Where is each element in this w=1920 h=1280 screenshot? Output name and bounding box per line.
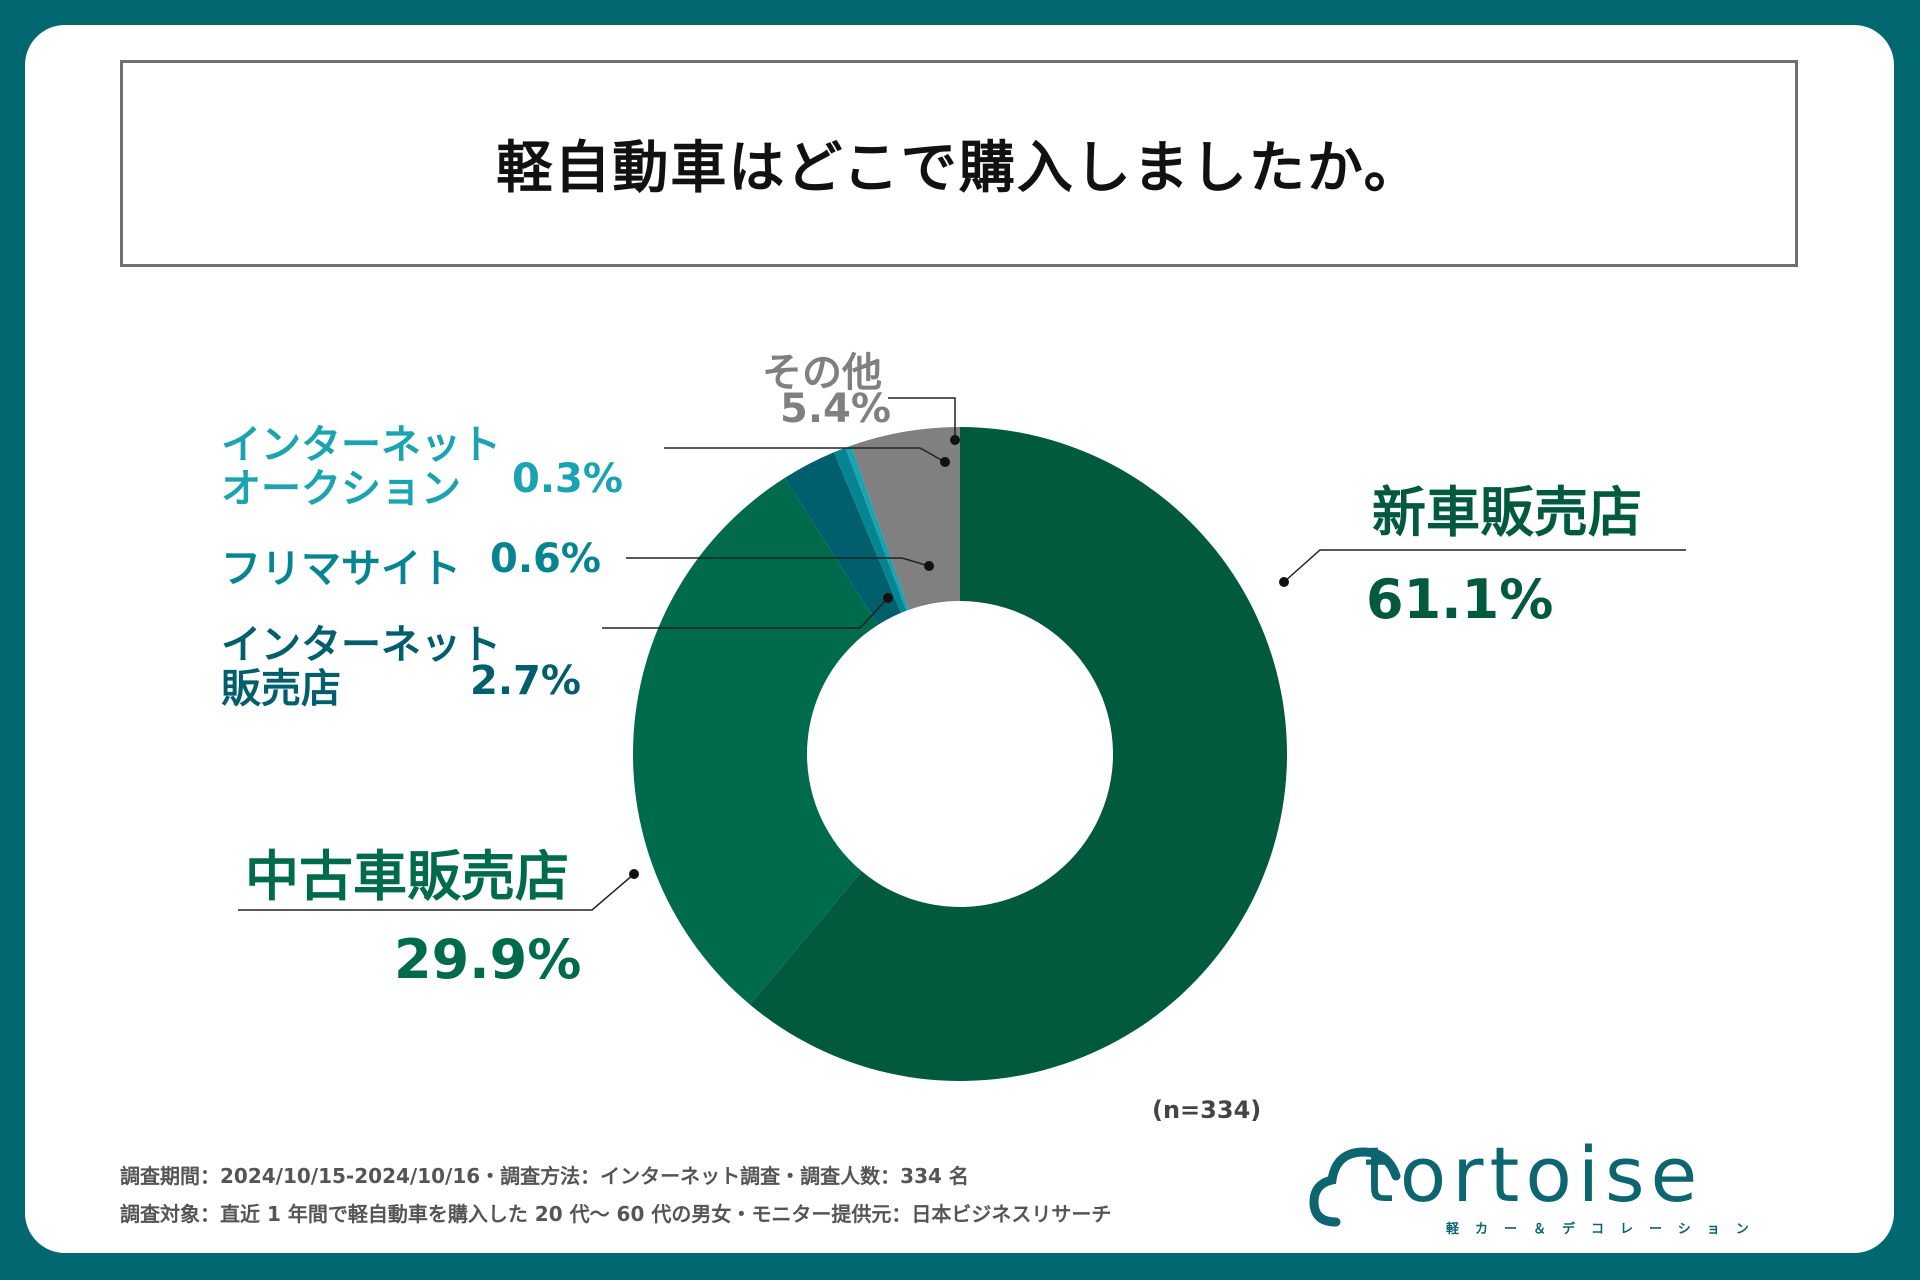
value-new-car-dealer: 61.1%: [1366, 568, 1554, 631]
slice-flea-market-site: [833, 447, 907, 613]
sample-size-note: (n=334): [1152, 1096, 1262, 1124]
tortoise-logo: tortoise 軽カー＆デコレーション: [1306, 1130, 1802, 1240]
slice-internet-auction: [845, 445, 910, 611]
leader-used: [238, 873, 635, 911]
title-box: 軽自動車はどこで購入しましたか。: [120, 60, 1798, 267]
leader-new: [1283, 549, 1686, 583]
leader-flea-dot: [924, 561, 934, 571]
leader-used-dot: [629, 869, 639, 879]
leader-internet-shop: [602, 597, 889, 629]
label-internet-auction-line1: インターネット: [221, 422, 501, 468]
slice-internet-shop: [784, 452, 902, 625]
leader-auction: [664, 447, 946, 463]
label-other: その他: [762, 350, 882, 396]
label-internet-auction-line2: オークション: [221, 466, 461, 512]
cloud-logo-icon: [1309, 1147, 1401, 1227]
leader-new-dot: [1279, 577, 1289, 587]
survey-footnote-line2: 調査対象：直近 1 年間で軽自動車を購入した 20 代～ 60 代の男女・モニタ…: [120, 1202, 1112, 1226]
slice-new-car-dealer: [749, 427, 1288, 1081]
value-internet-auction: 0.3%: [512, 456, 623, 502]
leader-other: [888, 397, 956, 440]
value-internet-shop: 2.7%: [470, 658, 581, 704]
label-new-car-dealer: 新車販売店: [1372, 481, 1642, 544]
value-other: 5.4%: [780, 386, 891, 432]
label-internet-shop-line2: 販売店: [221, 666, 341, 712]
logo-wordmark: tortoise: [1364, 1130, 1704, 1219]
donut-slices: [633, 427, 1288, 1081]
label-internet-shop-line1: インターネット: [221, 622, 501, 668]
leader-flea: [626, 557, 930, 567]
label-used-car-dealer: 中古車販売店: [245, 845, 569, 908]
leader-internet-shop-dot: [883, 593, 893, 603]
label-flea-market-site: フリマサイト: [221, 546, 461, 592]
logo-subtitle: 軽カー＆デコレーション: [1446, 1222, 1765, 1237]
leader-lines: [238, 397, 1686, 911]
leader-other-dot: [950, 435, 960, 445]
leader-auction-dot: [940, 457, 950, 467]
survey-footnote-line1: 調査期間：2024/10/15-2024/10/16・調査方法：インターネット調…: [120, 1164, 969, 1188]
page-title: 軽自動車はどこで購入しましたか。: [496, 136, 1422, 201]
slice-used-car-dealer: [633, 477, 879, 1005]
value-flea-market-site: 0.6%: [490, 536, 601, 582]
value-used-car-dealer: 29.9%: [394, 928, 582, 991]
